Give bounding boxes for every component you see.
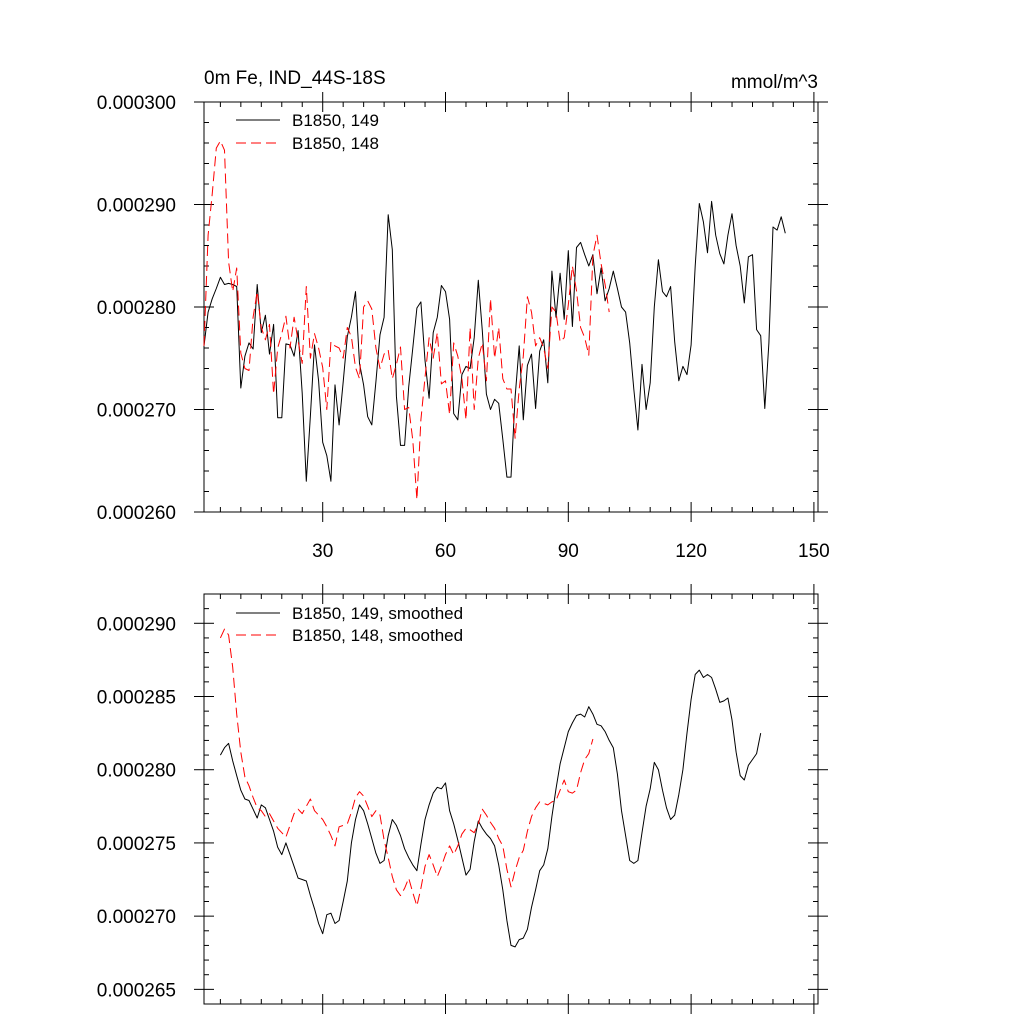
bottom-legend: B1850, 149, smoothed B1850, 148, smoothe… [236,604,463,645]
top-panel: 0m Fe, IND_44S-18S mmol/m^3 30 60 90 120 150… [97,68,830,562]
y-tick-label: 0.000280 [97,761,176,782]
y-tick-label: 0.000285 [97,688,176,709]
series-line-red [203,140,610,501]
bottom-panel-axes: 0.000265 0.000270 0.000275 0.000280 0.000285… [97,584,828,1014]
bottom-panel: 0.000265 0.000270 0.000275 0.000280 0.000285… [97,584,828,1014]
chart-units-label: mmol/m^3 [731,72,818,93]
y-tick-label: 0.000290 [97,196,176,217]
x-tick-label: 120 [675,541,707,562]
y-tick-label: 0.000290 [97,614,176,635]
x-tick-label: 30 [312,541,333,562]
series-line-red [219,628,594,907]
top-panel-axes: 30 60 90 120 150 0.000260 0.000270 0.000280 0.00… [97,92,830,562]
legend-label-smoothed-148: B1850, 148, smoothed [292,626,463,645]
legend-label-series-148: B1850, 148 [292,134,379,153]
top-panel-series [203,140,786,501]
top-legend: B1850, 149 B1850, 148 [236,111,379,153]
y-tick-label: 0.000265 [97,980,176,1001]
y-tick-label: 0.000270 [97,907,176,928]
series-line-black [219,669,762,948]
series-line-black [203,200,786,482]
plot-frame [203,101,819,513]
y-tick-label: 0.000260 [97,503,176,524]
y-tick-label: 0.000300 [97,93,176,114]
y-tick-label: 0.000270 [97,401,176,422]
x-tick-label: 60 [435,541,456,562]
y-tick-label: 0.000280 [97,298,176,319]
x-tick-label: 150 [798,541,830,562]
bottom-panel-series [219,628,762,948]
x-tick-label: 90 [558,541,579,562]
y-tick-label: 0.000275 [97,834,176,855]
legend-label-series-149: B1850, 149 [292,111,379,130]
legend-label-smoothed-149: B1850, 149, smoothed [292,604,463,623]
chart-title-left: 0m Fe, IND_44S-18S [204,68,386,89]
